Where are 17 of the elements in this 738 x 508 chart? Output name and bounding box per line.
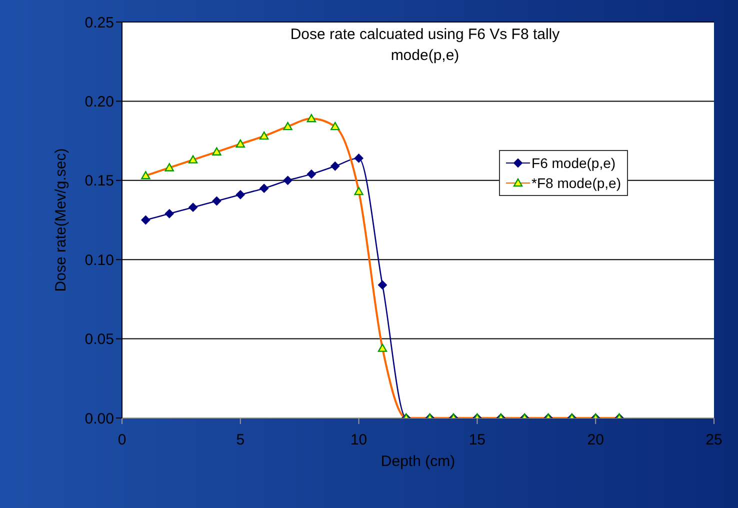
x-tick-label: 15 bbox=[468, 432, 486, 449]
x-tick-label: 25 bbox=[706, 432, 722, 449]
legend-label: F6 mode(p,e) bbox=[532, 155, 616, 171]
y-tick-label: 0.05 bbox=[84, 331, 114, 348]
y-tick-label: 0.20 bbox=[84, 94, 114, 111]
x-axis-title: Depth (cm) bbox=[380, 453, 456, 470]
x-tick-label: 20 bbox=[587, 432, 604, 449]
x-tick-label: 0 bbox=[118, 432, 126, 449]
text: Dose rate calcuated using F6 Vs F8 tally mode(p,e) bbox=[289, 25, 561, 66]
y-tick-label: 0.15 bbox=[84, 172, 114, 190]
y-tick-label: 0.10 bbox=[84, 252, 114, 269]
x-tick-label: 5 bbox=[236, 432, 245, 449]
y-axis-title: Dose rate(Mev/g.sec) bbox=[52, 148, 70, 292]
x-tick-label: 10 bbox=[350, 432, 368, 449]
y-tick-label: 0.00 bbox=[84, 410, 114, 428]
y-tick-label: 0.25 bbox=[84, 14, 114, 32]
legend-label: *F8 mode(p,e) bbox=[532, 175, 621, 191]
